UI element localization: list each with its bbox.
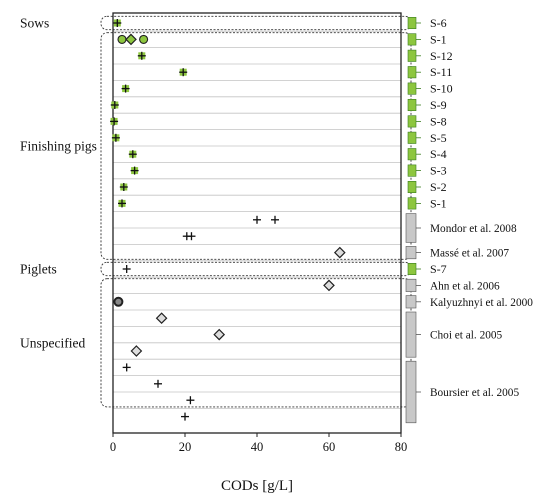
row-label: S-12 [430, 49, 453, 63]
lab-bracket [407, 197, 417, 210]
row-labels: S-6 S-1 S-12 S-11 S-10 S-9 S-8 S-5 S-4 S-3 S-2 S-1 M… [405, 16, 533, 424]
plus-marker [187, 232, 196, 241]
x-tick-label: 0 [110, 440, 116, 454]
plus-marker-green [111, 133, 120, 142]
lab-bracket [407, 181, 417, 194]
category-label: Finishing pigs [20, 139, 97, 154]
plus-marker [186, 396, 195, 405]
row-label: S-2 [430, 180, 447, 194]
lab-bracket [407, 16, 417, 29]
plus-marker [154, 379, 162, 388]
category-label: Unspecified [20, 335, 85, 350]
diamond-marker [213, 328, 226, 341]
gridlines [113, 30, 401, 409]
category-box [100, 15, 412, 31]
category-label: Piglets [20, 262, 57, 277]
plus-marker-green [110, 101, 119, 109]
diamond-marker [333, 246, 346, 259]
plus-marker-green [113, 19, 122, 27]
x-axis-title: CODs [g/L] [221, 478, 293, 494]
row-label: S-3 [430, 164, 447, 178]
lab-bracket [407, 115, 417, 128]
row-label: Choi et al. 2005 [430, 330, 503, 342]
plus-marker-green [179, 68, 188, 77]
plus-marker-green [119, 183, 128, 191]
row-label: S-4 [430, 147, 447, 161]
plus-marker-green [118, 199, 126, 208]
lab-bracket [407, 148, 417, 161]
x-tick-label: 20 [179, 440, 192, 454]
lab-bracket [407, 131, 417, 144]
row-label: S-11 [430, 65, 452, 79]
plus-marker-green [121, 84, 130, 93]
literature-bracket [405, 213, 417, 243]
x-tick-label: 60 [323, 440, 336, 454]
row-label: Boursier et al. 2005 [430, 387, 519, 399]
row-label: Kalyuzhnyi et al. 2000 [430, 297, 533, 309]
row-label: S-1 [430, 32, 447, 46]
data-markers [110, 19, 346, 421]
plus-marker-green [137, 51, 146, 60]
lab-bracket [407, 33, 417, 46]
plus-marker-green [110, 117, 119, 126]
literature-bracket [405, 311, 417, 358]
literature-bracket [405, 295, 417, 309]
plus-marker [253, 215, 261, 224]
x-axis: 0 20 40 60 80 [110, 433, 407, 454]
plus-marker [122, 265, 131, 273]
row-label: S-8 [430, 114, 447, 128]
diamond-marker [130, 345, 143, 357]
row-label: Massé et al. 2007 [430, 248, 509, 260]
lab-bracket [407, 49, 417, 62]
lab-bracket [407, 99, 417, 112]
plus-marker [181, 412, 189, 421]
row-label: S-7 [430, 262, 447, 276]
plus-marker [271, 215, 279, 224]
plus-marker-green [130, 166, 139, 175]
row-label: S-1 [430, 196, 447, 210]
literature-bracket [405, 360, 417, 424]
literature-bracket [405, 278, 417, 292]
category-box [100, 32, 412, 260]
category-label: Sows [20, 16, 49, 31]
circle-marker-green [139, 34, 149, 44]
row-label: S-10 [430, 82, 453, 96]
lab-bracket [407, 82, 417, 95]
x-tick-label: 40 [251, 440, 264, 454]
diamond-marker-green [125, 33, 137, 46]
circle-marker-green [117, 34, 127, 44]
plus-marker-green [128, 150, 137, 159]
row-label: S-6 [430, 16, 447, 30]
row-label: S-5 [430, 131, 447, 145]
row-label: Mondor et al. 2008 [430, 223, 517, 235]
plus-marker [122, 363, 131, 372]
row-label: Ahn et al. 2006 [430, 280, 500, 292]
literature-bracket [405, 246, 417, 260]
diamond-marker [323, 279, 335, 292]
x-tick-label: 80 [395, 440, 408, 454]
lab-bracket [407, 164, 417, 177]
category-box [100, 261, 412, 277]
lab-bracket [407, 66, 417, 79]
diamond-marker [155, 312, 168, 325]
circle-marker [113, 296, 124, 307]
row-label: S-9 [430, 98, 447, 112]
lab-bracket [407, 262, 417, 275]
